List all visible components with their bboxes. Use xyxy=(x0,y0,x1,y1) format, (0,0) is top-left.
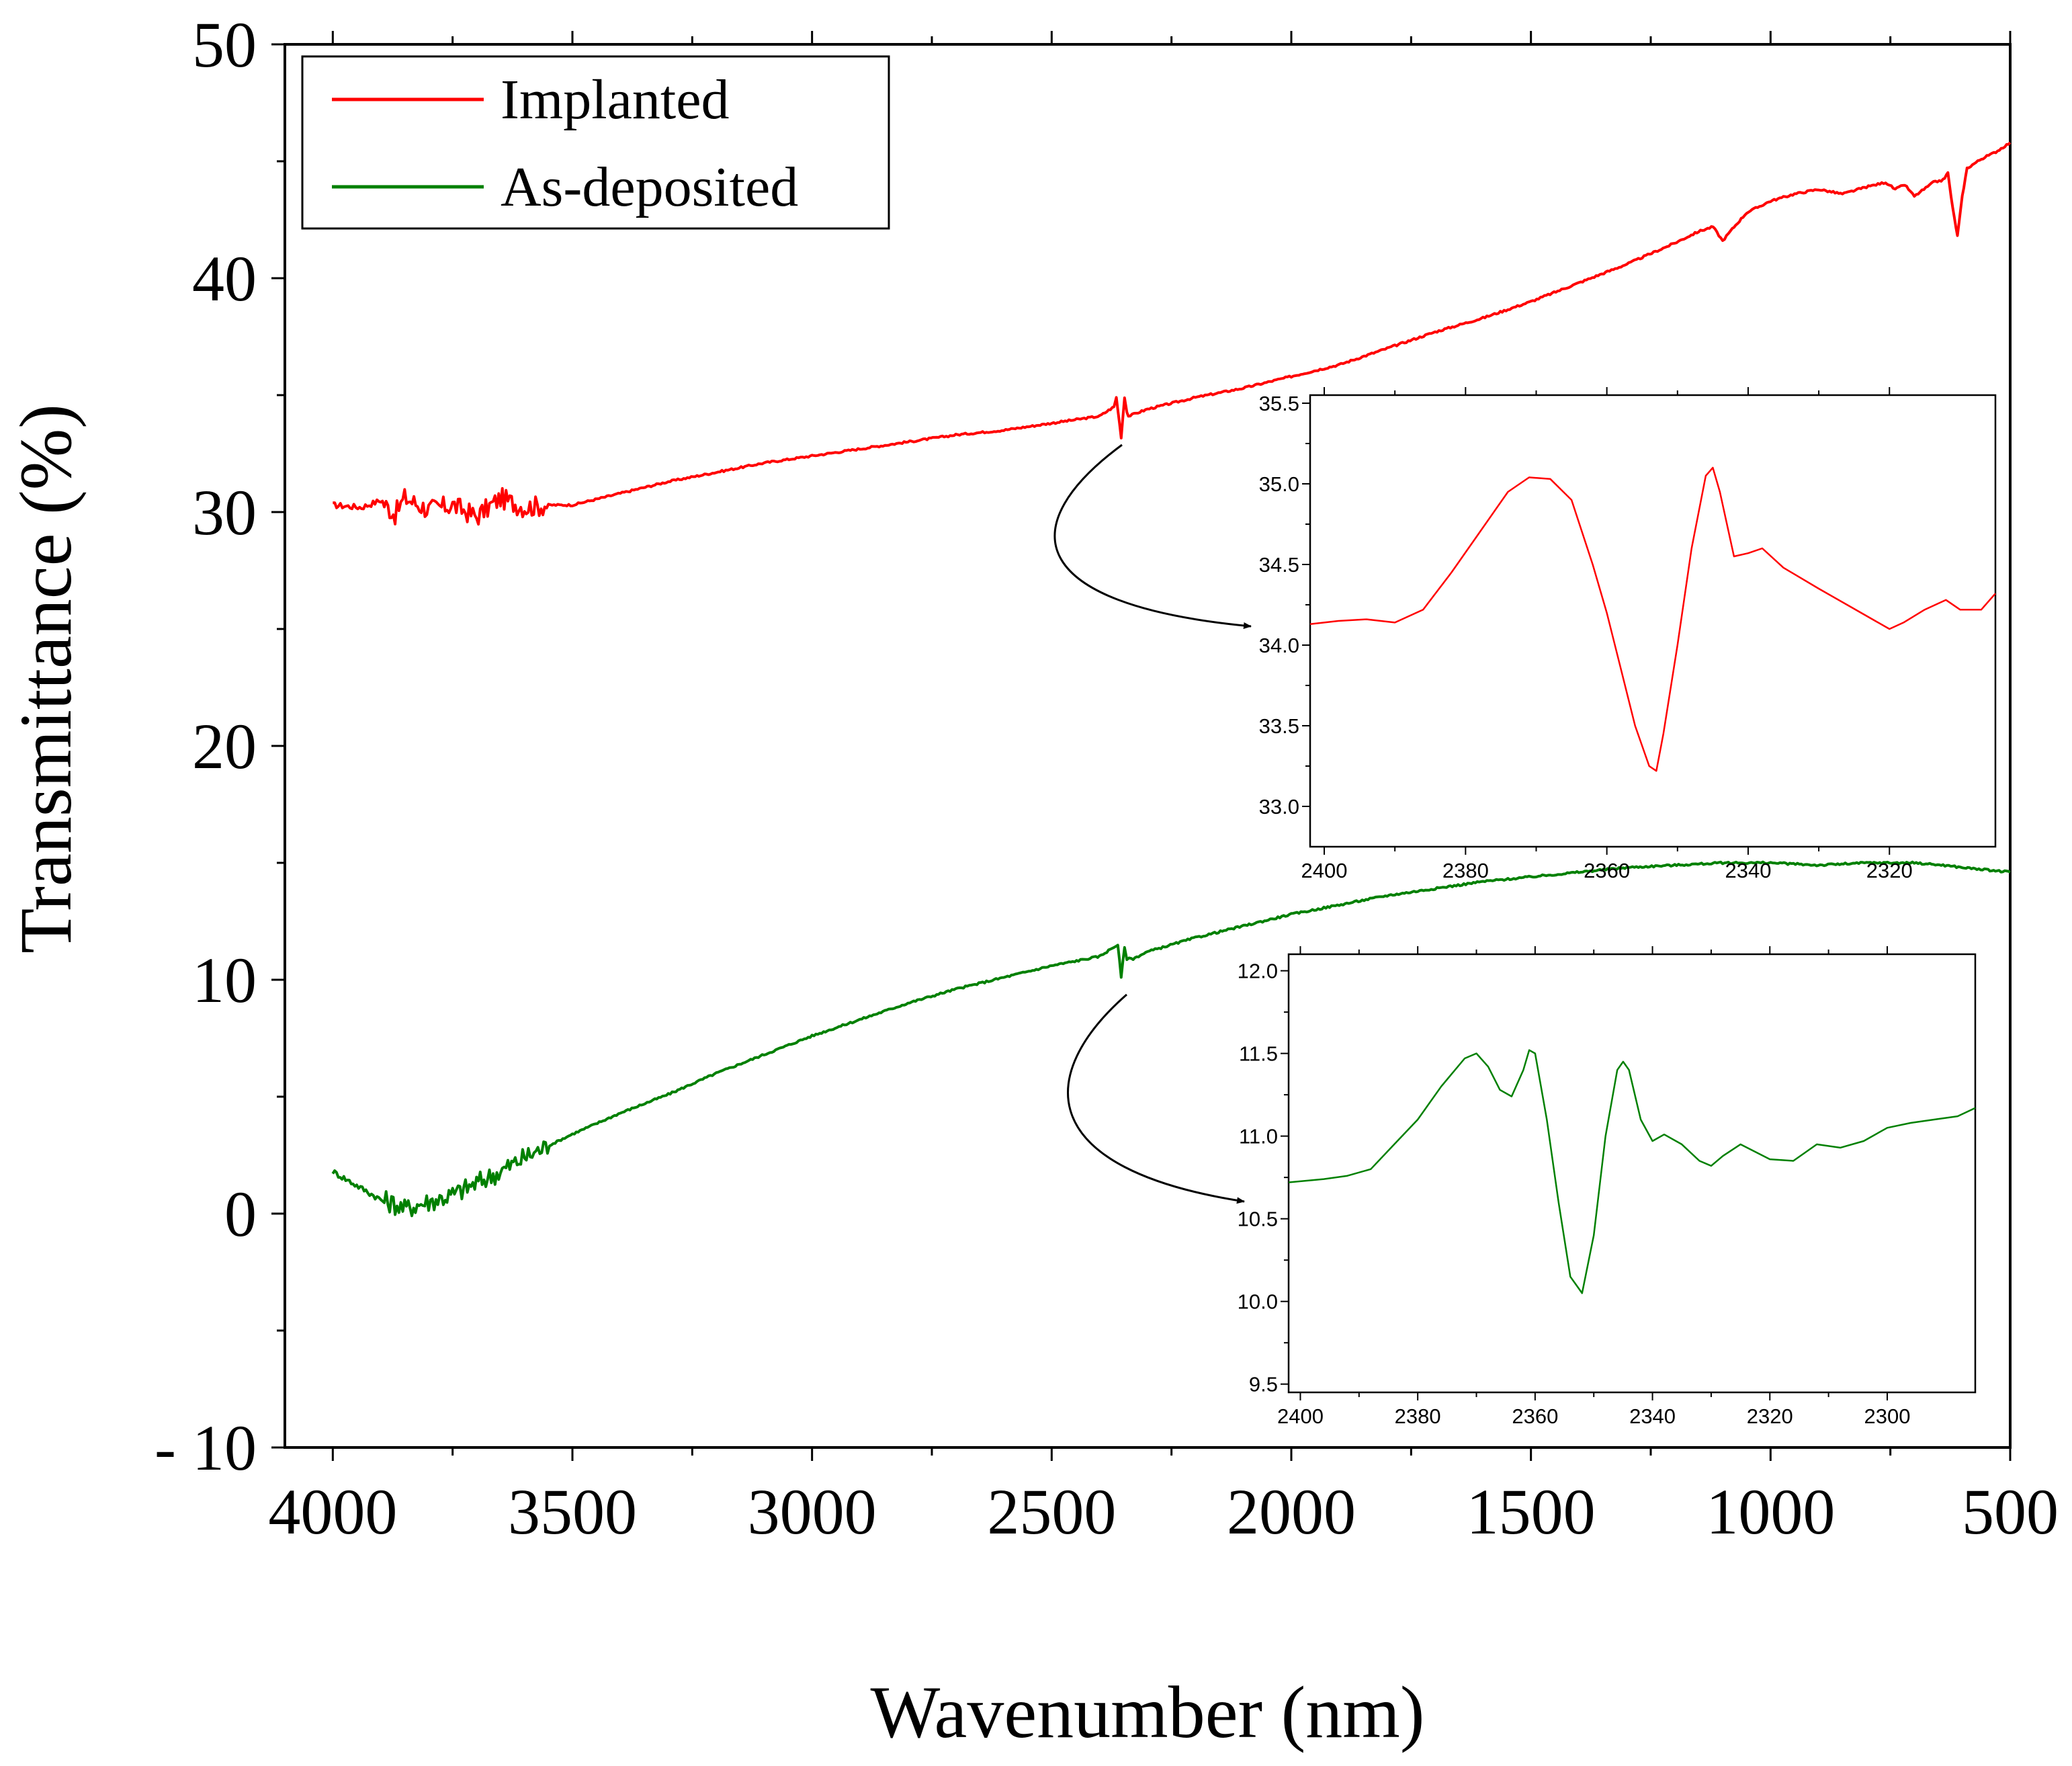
x-tick-label: 2340 xyxy=(1629,1404,1676,1428)
y-tick-label: 35.0 xyxy=(1259,472,1299,496)
x-axis-title: Wavenumber (nm) xyxy=(871,1671,1425,1753)
x-tick-label: 2300 xyxy=(1864,1404,1910,1428)
y-tick-label: 11.0 xyxy=(1239,1125,1278,1148)
main-plot: 4000 3500 3000 2500 2000 1500 1000 500 - 10 0 10 20… xyxy=(5,9,2059,1753)
y-tick-label: - 10 xyxy=(155,1412,257,1484)
x-tick-label: 2400 xyxy=(1277,1404,1324,1428)
y-tick-label: 33.5 xyxy=(1259,714,1299,738)
inset-implanted-background xyxy=(1310,395,1995,847)
x-tick-label: 2360 xyxy=(1512,1404,1558,1428)
x-tick-label: 2380 xyxy=(1395,1404,1441,1428)
y-tick-label: 0 xyxy=(224,1178,257,1250)
callout-arrow-as-deposited xyxy=(1067,993,1245,1204)
inset-as-deposited-background xyxy=(1289,954,1975,1392)
legend-box xyxy=(301,55,890,230)
main-ticks: 4000 3500 3000 2500 2000 1500 1000 500 - 10 0 10 20… xyxy=(155,9,2059,1548)
inset-as-deposited-frame xyxy=(1287,953,1977,1394)
series-line-0-0 xyxy=(333,141,2012,526)
x-tick-label: 2380 xyxy=(1442,859,1489,882)
x-tick-label: 2400 xyxy=(1301,859,1348,882)
y-tick-label: 12.0 xyxy=(1238,960,1278,983)
x-tick-label: 500 xyxy=(1962,1476,2059,1548)
x-tick-label: 1000 xyxy=(1706,1476,1835,1548)
x-tick-label: 2360 xyxy=(1584,859,1630,882)
legend-label-as-deposited: As-deposited xyxy=(501,156,798,218)
x-tick-label: 4000 xyxy=(268,1476,397,1548)
y-tick-label: 40 xyxy=(192,243,257,314)
x-tick-label: 2000 xyxy=(1227,1476,1356,1548)
x-tick-label: 2340 xyxy=(1725,859,1771,882)
inset-plot-implanted: 2400 2380 2360 2340 2320 33.0 33.5 34.0 34.5 35.0… xyxy=(1259,387,1997,882)
x-tick-label: 1500 xyxy=(1467,1476,1596,1548)
y-tick-label: 30 xyxy=(192,476,257,548)
legend-label-implanted: Implanted xyxy=(501,69,730,131)
y-tick-label: 9.5 xyxy=(1249,1373,1278,1396)
inset-implanted-ticks: 2400 2380 2360 2340 2320 33.0 33.5 34.0 34.5 35.0… xyxy=(1259,387,1913,882)
callout-arrow-implanted xyxy=(1053,444,1252,629)
legend: Implanted As-deposited xyxy=(301,55,890,230)
y-tick-label: 10.0 xyxy=(1238,1290,1278,1314)
x-tick-label: 2320 xyxy=(1866,859,1913,882)
y-axis-title: Transmittance (%) xyxy=(5,404,87,954)
inset-implanted-series xyxy=(1309,466,1996,772)
series-line-0-1 xyxy=(331,860,2011,1218)
y-tick-label: 33.0 xyxy=(1259,795,1299,818)
series-line-2-0 xyxy=(1288,1049,1976,1294)
y-tick-label: 10 xyxy=(192,944,257,1016)
inset-as-deposited-series xyxy=(1288,1049,1976,1294)
y-tick-label: 11.5 xyxy=(1239,1042,1278,1066)
x-tick-label: 2500 xyxy=(987,1476,1116,1548)
y-tick-label: 35.5 xyxy=(1259,392,1299,415)
y-tick-label: 10.5 xyxy=(1238,1208,1278,1231)
main-series xyxy=(331,141,2012,1218)
inset-as-deposited-ticks: 2400 2380 2360 2340 2320 2300 9.5 10.0 10.5 11.0 1… xyxy=(1238,946,1910,1428)
y-tick-label: 50 xyxy=(192,9,257,81)
series-line-1-0 xyxy=(1309,466,1996,772)
x-tick-label: 2320 xyxy=(1747,1404,1793,1428)
inset-implanted-frame xyxy=(1309,394,1997,848)
y-tick-label: 34.0 xyxy=(1259,634,1299,657)
y-tick-label: 34.5 xyxy=(1259,553,1299,577)
x-tick-label: 3500 xyxy=(508,1476,637,1548)
inset-plot-as-deposited: 2400 2380 2360 2340 2320 2300 9.5 10.0 10.5 11.0 1… xyxy=(1238,946,1977,1428)
y-tick-label: 20 xyxy=(192,710,257,782)
x-tick-label: 3000 xyxy=(748,1476,877,1548)
